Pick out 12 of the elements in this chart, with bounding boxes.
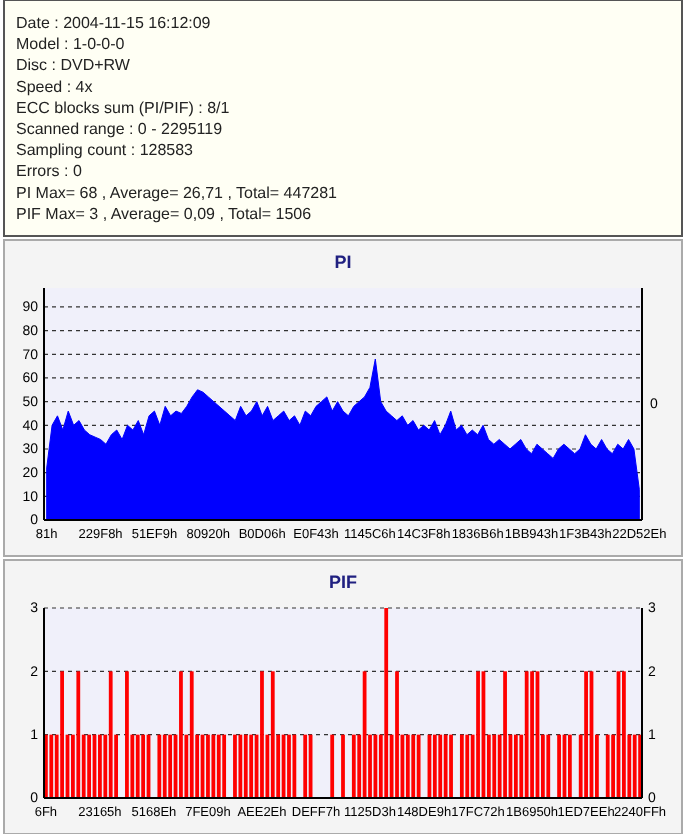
chart-title: PIF xyxy=(328,572,358,592)
text: PI Max= 68 , Average= 26,71 , Total= 447281 xyxy=(16,183,339,202)
text: PIF Max= 3 , Average= 0,09 , Total= 1506 xyxy=(16,204,313,223)
text: Model : 1-0-0-0 xyxy=(16,35,126,54)
text: ECC blocks sum (PI/PIF) : 8/1 xyxy=(16,98,231,117)
text: Errors : 0 xyxy=(16,162,83,181)
text: Sampling count : 128583 xyxy=(16,141,195,160)
text: Scanned range : 0 - 2295119 xyxy=(16,120,224,138)
text: Speed : 4x xyxy=(16,77,93,96)
text: Disc : DVD+RW xyxy=(16,56,131,75)
text: Date : 2004-11-15 16:12:09 xyxy=(16,14,212,32)
chart-title: PI xyxy=(334,252,352,272)
